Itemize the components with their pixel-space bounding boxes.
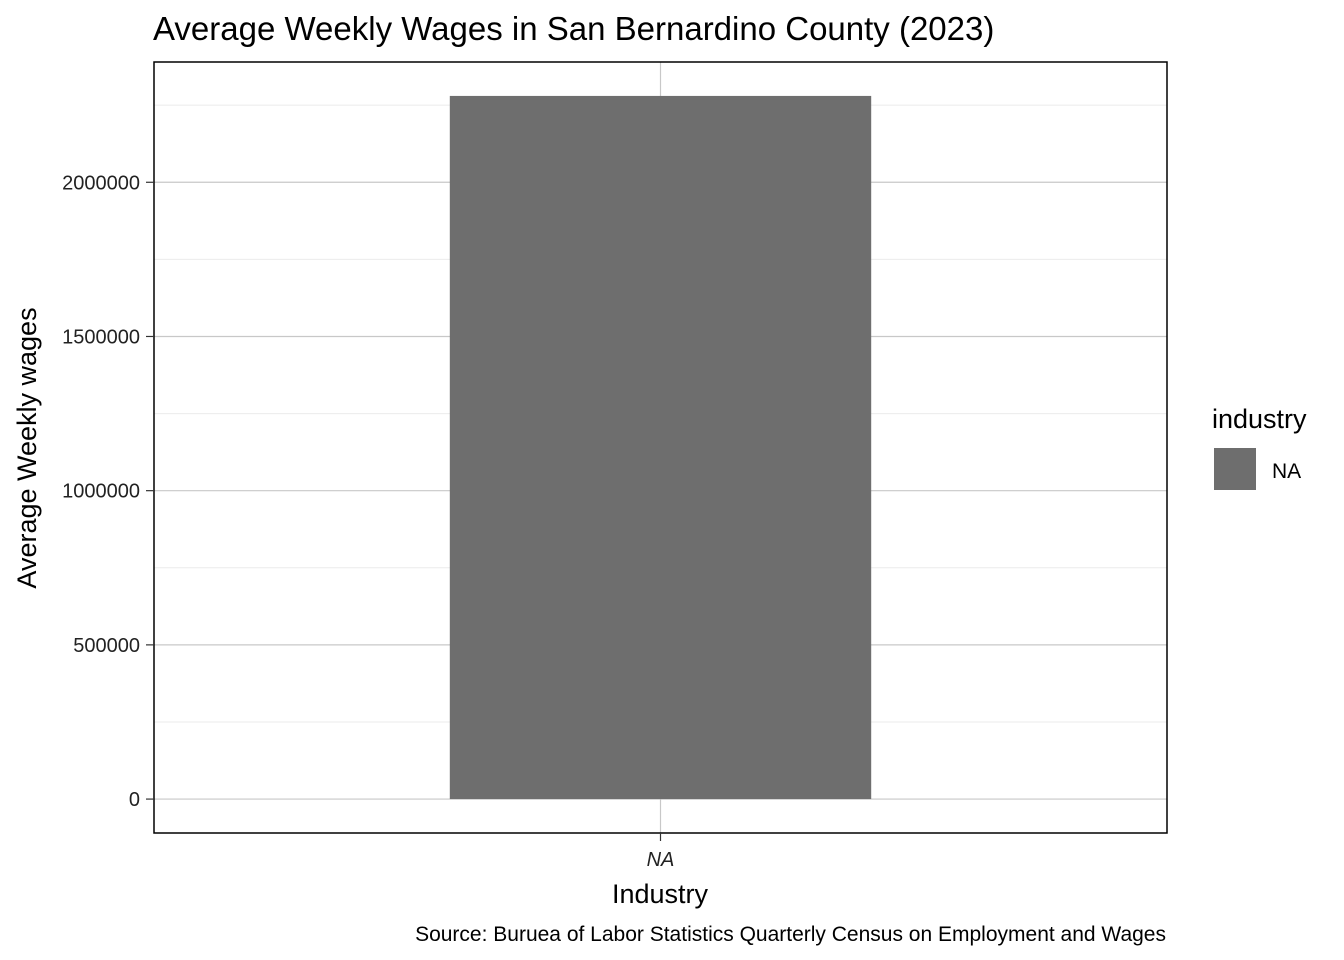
y-tick-label: 1500000 — [62, 326, 140, 348]
y-axis: 0 500000 1000000 1500000 2000000 — [62, 172, 154, 811]
y-tick-label: 2000000 — [62, 172, 140, 194]
x-axis: NA — [647, 833, 675, 871]
bars — [449, 95, 872, 800]
plot-area — [153, 61, 1168, 834]
chart-title: Average Weekly Wages in San Bernardino C… — [153, 10, 994, 47]
y-axis-title: Average Weekly wages — [12, 307, 42, 588]
chart-caption: Source: Buruea of Labor Statistics Quart… — [415, 923, 1166, 946]
y-tick-label: 0 — [129, 789, 140, 811]
bar — [449, 95, 872, 800]
y-tick-label: 1000000 — [62, 481, 140, 503]
y-tick-label: 500000 — [73, 635, 140, 657]
legend-swatch — [1214, 448, 1256, 490]
legend: industry NA — [1212, 404, 1307, 490]
legend-title: industry — [1212, 404, 1307, 434]
x-axis-title: Industry — [612, 879, 709, 909]
legend-label: NA — [1272, 460, 1301, 483]
x-tick-label: NA — [647, 849, 675, 871]
